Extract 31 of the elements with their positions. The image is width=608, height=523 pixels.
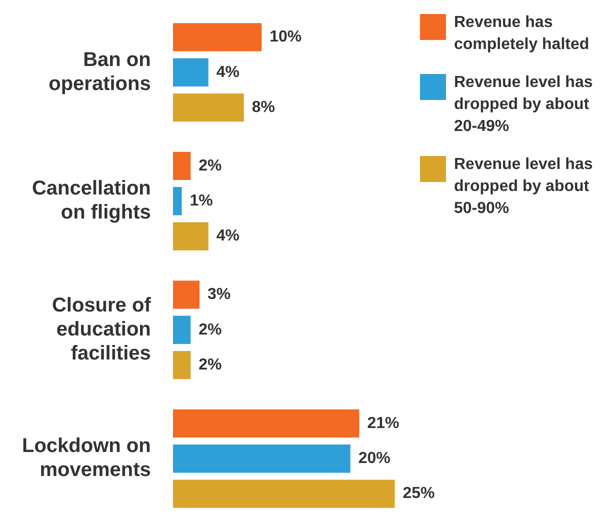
data-label: 20% [358, 450, 390, 468]
y-tick-label: Closure of education facilities [52, 294, 152, 364]
data-label: 2% [198, 157, 222, 174]
bar [172, 350, 191, 380]
data-label: 1% [190, 192, 213, 210]
bar [172, 480, 395, 508]
bar [172, 316, 191, 344]
bar [172, 58, 208, 86]
bar [172, 187, 182, 216]
data-label: 10% [270, 28, 302, 46]
data-label: 8% [252, 98, 275, 116]
data-label: 4% [216, 228, 240, 245]
data-label: 25% [402, 485, 435, 502]
y-tick-label: Ban on operations [48, 48, 151, 95]
data-label: 2% [198, 356, 222, 374]
bar [172, 152, 191, 180]
bar [172, 93, 244, 122]
bar [172, 280, 200, 309]
legend-label: Revenue has completely halted [454, 13, 590, 55]
data-label: 2% [198, 321, 222, 338]
bar [172, 23, 262, 52]
bar [172, 409, 360, 438]
y-tick-label: Lockdown on movements [22, 435, 151, 482]
y-tick-label: Cancellation on flights [32, 178, 151, 224]
data-label: 4% [216, 64, 240, 81]
data-label: 3% [208, 286, 231, 304]
bar [172, 222, 208, 250]
legend-label: Revenue level has dropped by about 50-90% [454, 155, 594, 219]
bar [172, 444, 350, 473]
legend-label: Revenue level has dropped by about 20-49% [454, 73, 594, 137]
data-label: 21% [367, 414, 400, 432]
